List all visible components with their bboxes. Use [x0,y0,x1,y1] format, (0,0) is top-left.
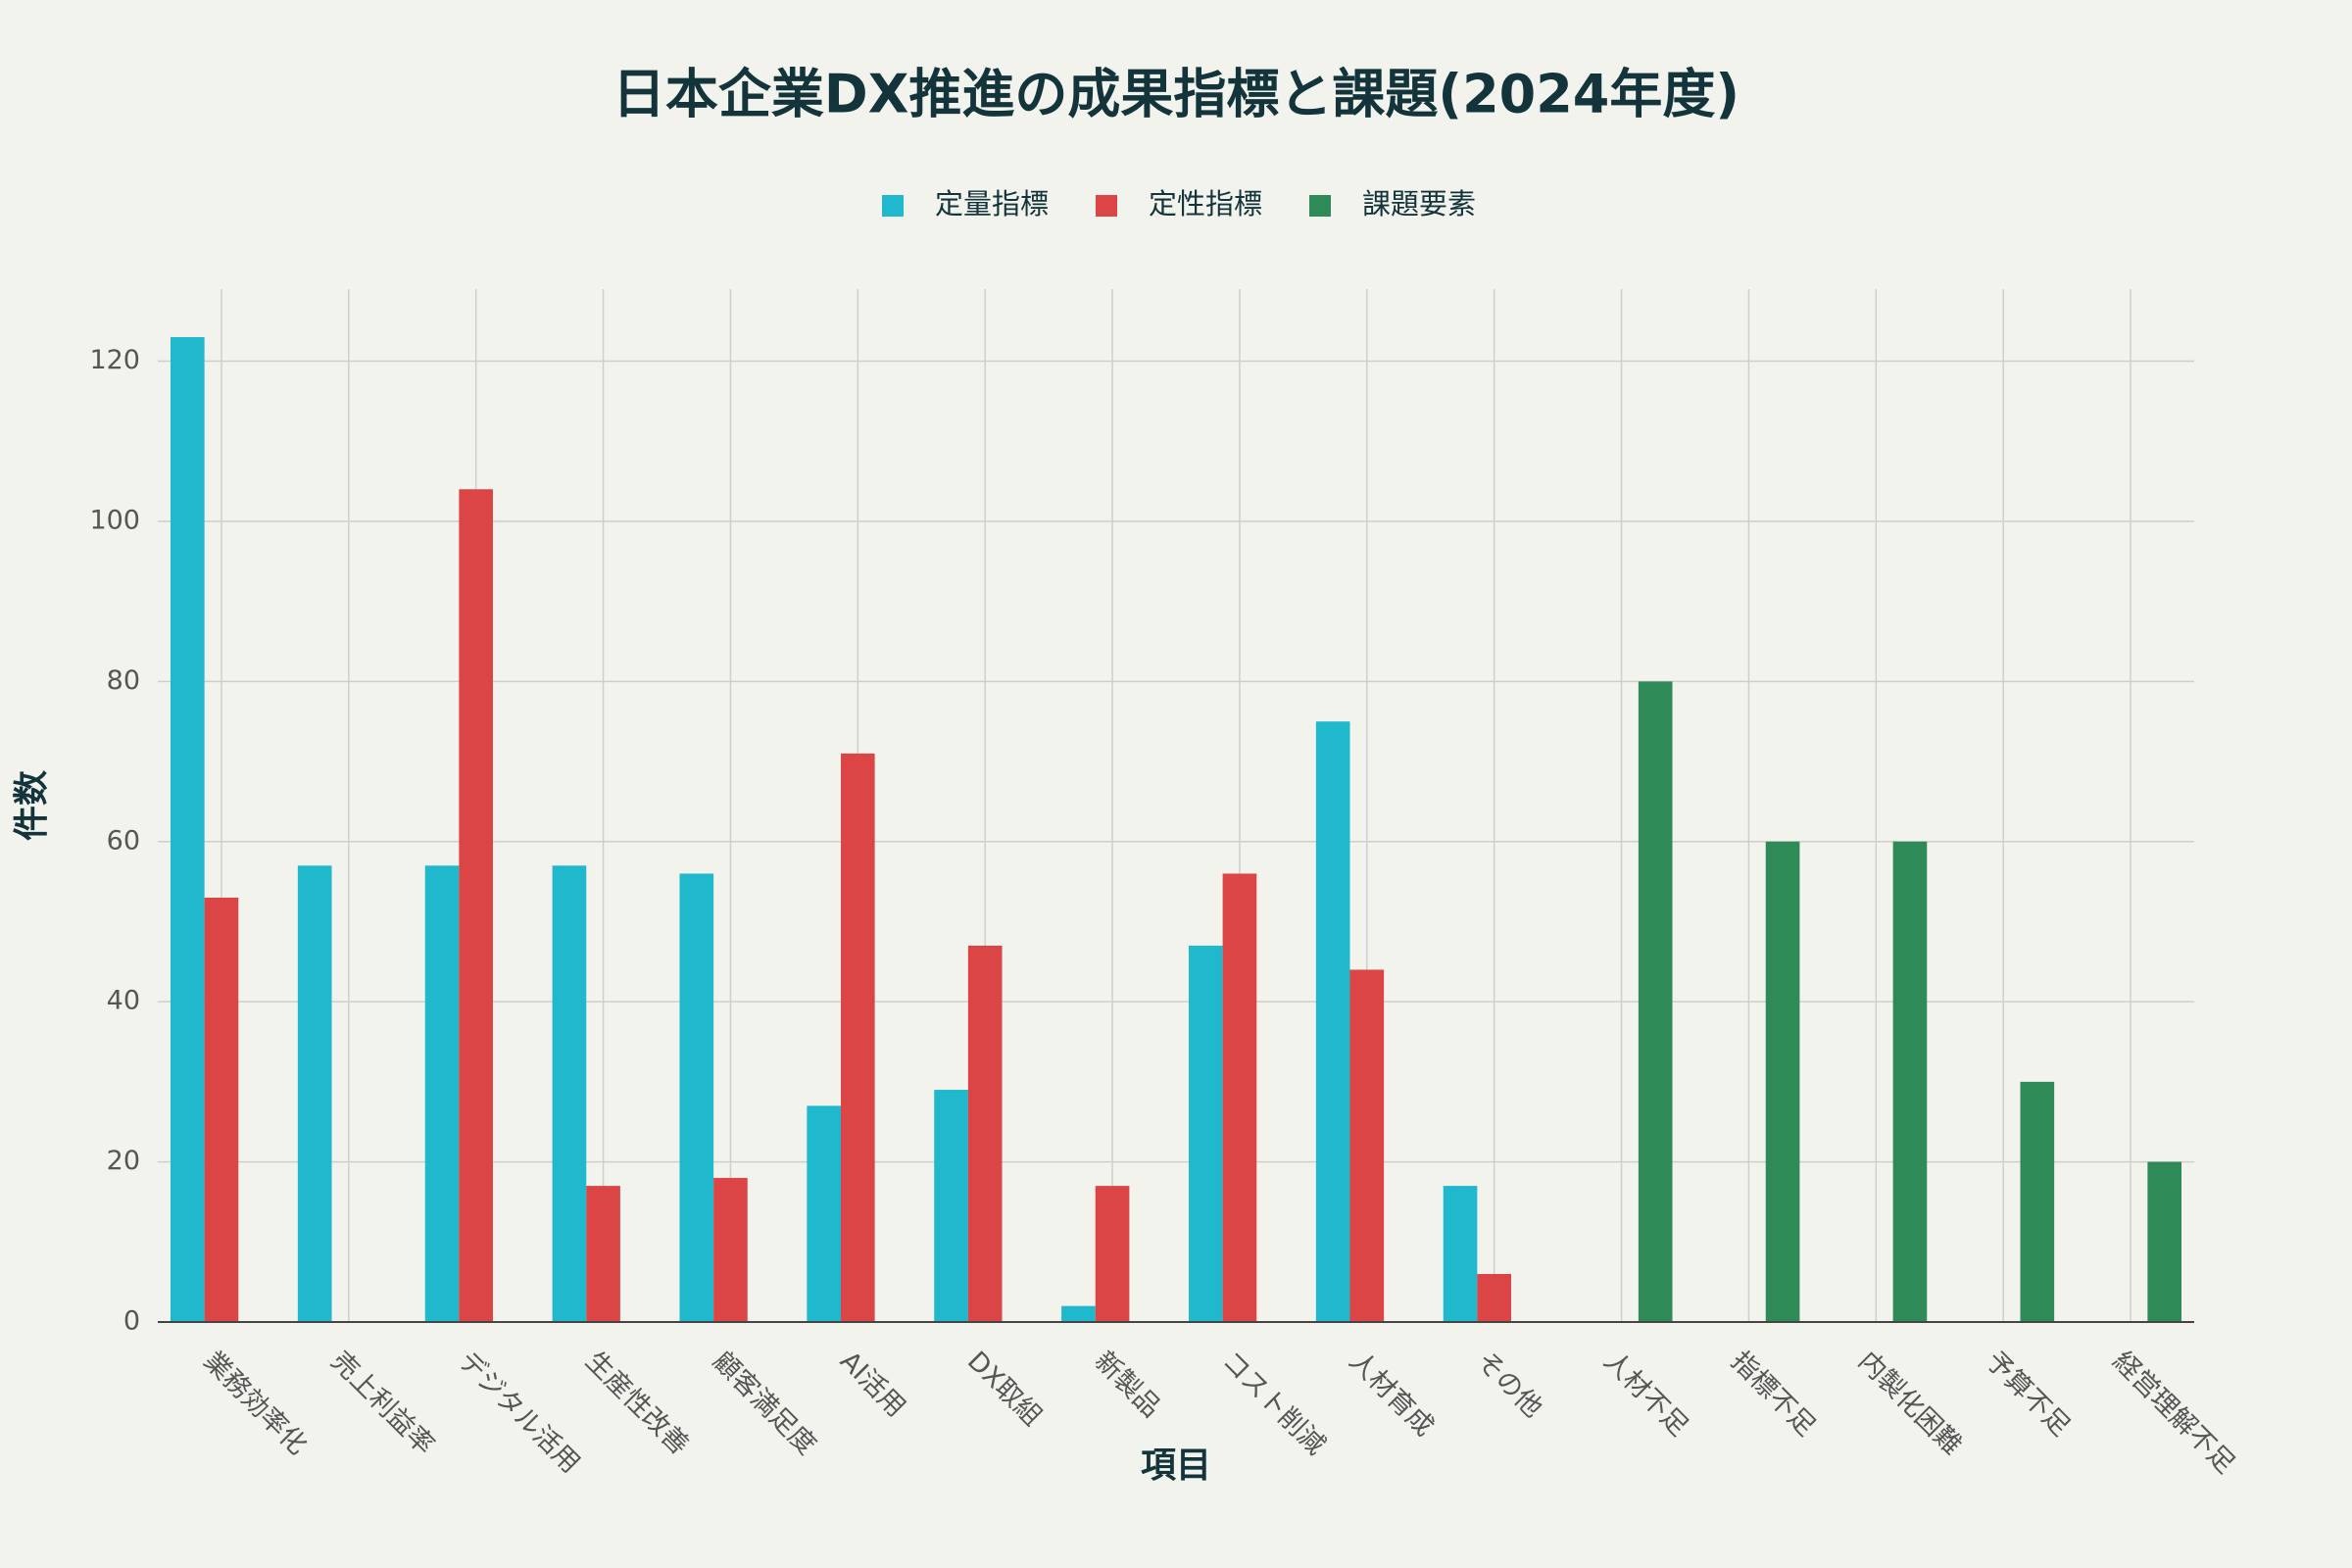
bar [459,489,494,1323]
legend-swatch [1096,195,1117,217]
bar [1638,681,1673,1322]
bar [552,865,587,1322]
bar [1477,1273,1512,1322]
bar [807,1105,841,1322]
bar [1222,873,1257,1322]
y-tick-label: 120 [89,345,140,375]
bar [170,337,205,1322]
legend-label: 定性指標 [1149,187,1262,220]
legend-label: 定量指標 [935,187,1049,220]
bar [1443,1186,1478,1322]
y-tick-label: 60 [107,825,140,856]
bar [586,1186,620,1322]
y-axis-title: 件数 [12,770,52,841]
legend-swatch [1309,195,1331,217]
x-axis-title: 項目 [1141,1446,1211,1486]
bar [1095,1186,1130,1322]
bar [2147,1161,2182,1322]
y-tick-label: 100 [89,505,140,535]
bar [1315,721,1350,1322]
bar [204,897,239,1322]
y-tick-label: 20 [107,1146,140,1176]
bar [2020,1081,2055,1322]
y-tick-label: 0 [123,1306,140,1337]
legend-label: 課題要素 [1362,187,1476,220]
bar [1765,841,1800,1322]
y-tick-label: 40 [107,986,140,1016]
legend-swatch [882,195,904,217]
bar [1892,841,1928,1322]
bar [967,945,1003,1322]
bar [840,753,875,1322]
bar [424,865,460,1322]
bar [1061,1305,1096,1322]
bar [1349,969,1385,1322]
bar [1188,945,1223,1322]
bar [713,1177,748,1322]
bar [679,873,714,1322]
bar [297,865,332,1322]
bar [934,1090,968,1322]
chart-title: 日本企業DX推進の成果指標と課題(2024年度) [612,64,1740,125]
y-tick-label: 80 [107,665,140,696]
